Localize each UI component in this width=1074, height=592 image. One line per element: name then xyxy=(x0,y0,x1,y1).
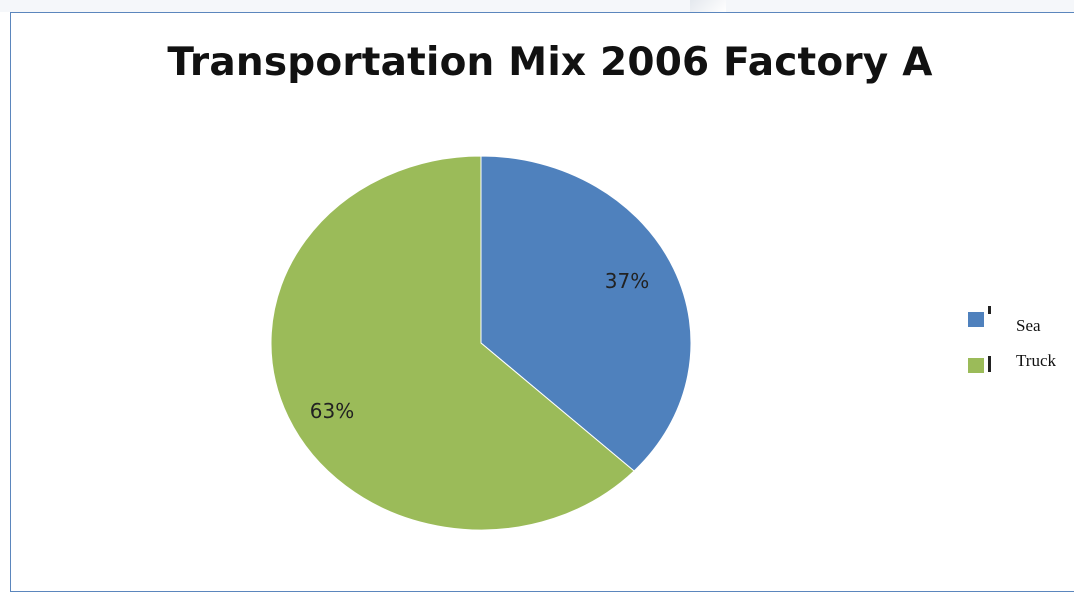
chart-title: Transportation Mix 2006 Factory A xyxy=(167,40,933,85)
legend-label-sea: Sea xyxy=(1016,316,1041,335)
data-label-truck: 63% xyxy=(310,399,354,423)
legend-marker-sea xyxy=(988,306,991,314)
legend-marker-truck xyxy=(988,356,991,372)
data-label-sea: 37% xyxy=(605,269,649,293)
page-top-strip xyxy=(0,0,1074,12)
legend-swatch-sea xyxy=(968,312,984,327)
pie-slice-truck xyxy=(270,155,635,531)
legend-label-truck: Truck xyxy=(1016,351,1056,370)
legend-swatch-truck xyxy=(968,358,984,373)
pie-slice-sea xyxy=(480,155,692,472)
page-fold-mark xyxy=(690,0,726,12)
